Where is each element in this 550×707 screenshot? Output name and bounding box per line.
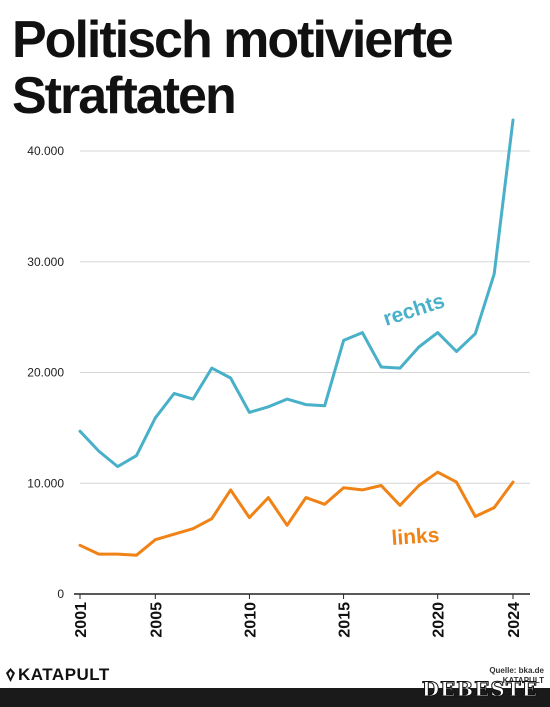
y-axis-ticks: 0 10.000 20.000 30.000 40.000	[27, 144, 64, 601]
x-axis-ticks: 2001 2005 2010 2015 2020 2024	[73, 594, 523, 638]
chart-title-line-1: Politisch motivierte	[12, 11, 454, 69]
credit-text: KATAPULT	[502, 676, 544, 685]
katapult-logo: KATAPULT	[6, 665, 110, 685]
katapult-logo-icon	[6, 668, 15, 682]
series-label-links: links	[391, 524, 440, 550]
source-note: Quelle: bka.de KATAPULT	[489, 666, 544, 686]
y-tick-label-10000: 10.000	[27, 476, 64, 490]
y-tick-label-40000: 40.000	[27, 144, 64, 158]
grid-layer	[74, 150, 530, 595]
x-tick-label-2015: 2015	[337, 602, 354, 638]
x-tick-label-2005: 2005	[148, 602, 165, 638]
y-tick-label-30000: 30.000	[27, 255, 64, 269]
chart-title-line-2: Straftaten	[12, 67, 237, 125]
series-line-links	[78, 470, 515, 557]
logo-text: KATAPULT	[18, 665, 110, 684]
y-tick-label-0: 0	[57, 587, 64, 601]
x-tick-label-2020: 2020	[431, 602, 448, 638]
bottom-bar	[0, 688, 550, 707]
x-tick-label-2024: 2024	[506, 602, 523, 638]
series-line-rechts	[78, 118, 515, 469]
watermark: DEBESTE	[421, 677, 538, 702]
chart-title: Politisch motivierte Straftaten	[12, 12, 542, 124]
series-layer	[78, 118, 515, 557]
x-tick-label-2001: 2001	[73, 602, 90, 638]
x-tick-label-2010: 2010	[242, 602, 259, 638]
source-text: Quelle: bka.de	[489, 666, 544, 675]
y-tick-label-20000: 20.000	[27, 366, 64, 380]
series-label-rechts: rechts	[380, 289, 447, 330]
